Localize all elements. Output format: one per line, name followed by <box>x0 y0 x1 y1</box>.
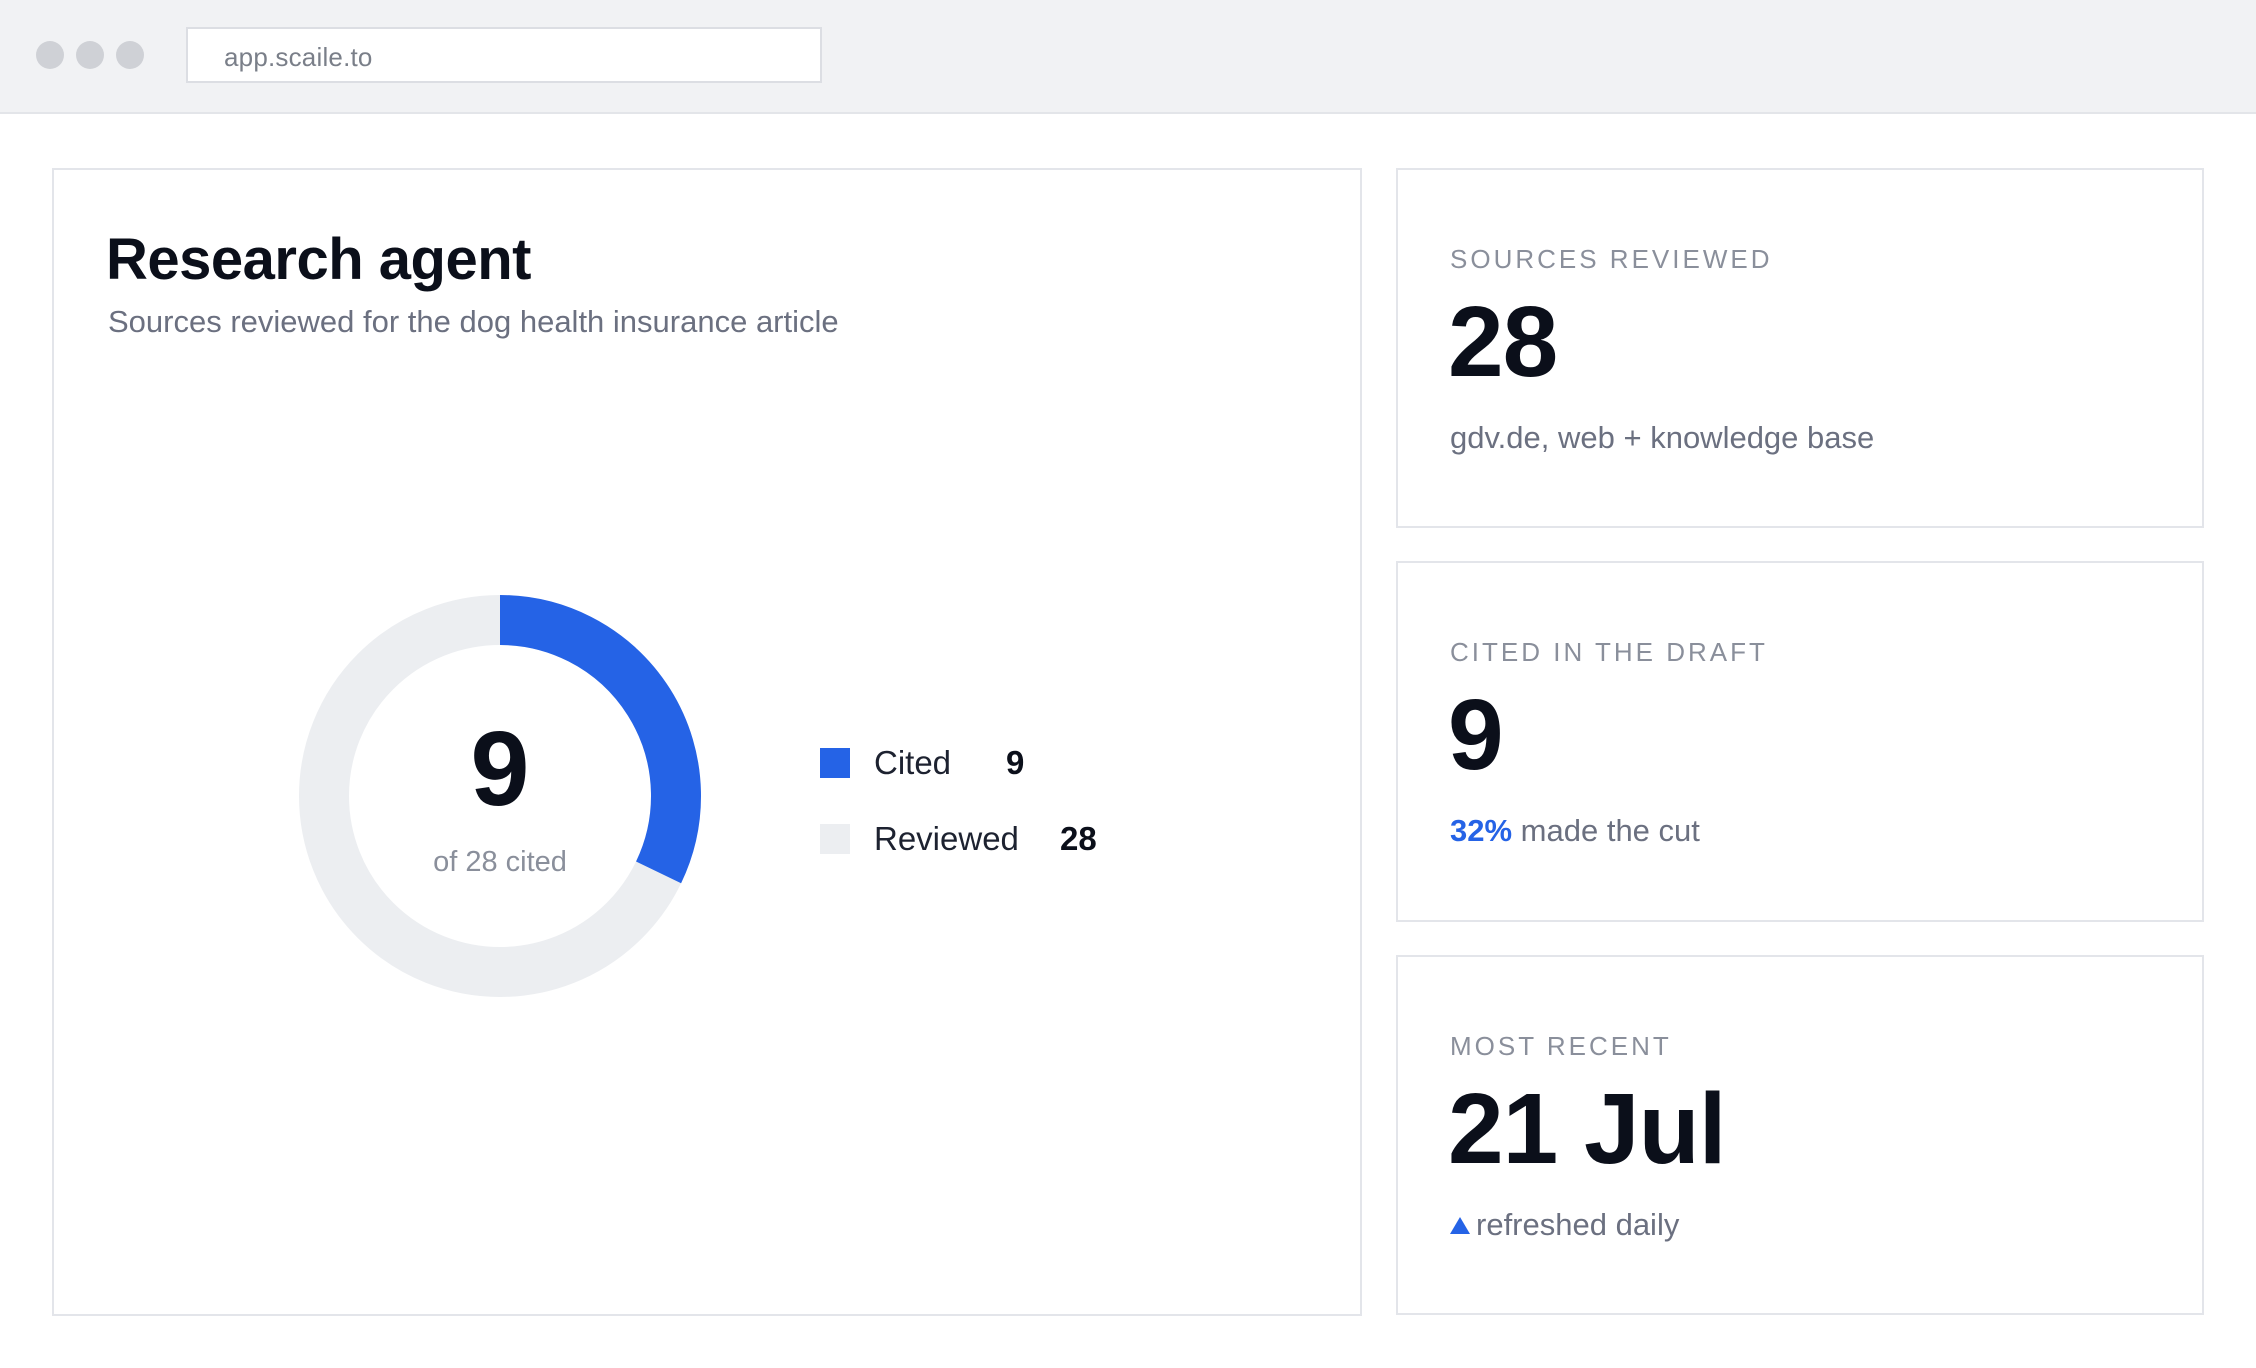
browser-toolbar: app.scaile.to <box>0 0 2256 114</box>
address-bar-url: app.scaile.to <box>224 42 373 72</box>
legend-value-reviewed: 28 <box>1060 820 1097 857</box>
legend-value-cited: 9 <box>1006 744 1025 781</box>
address-bar[interactable]: app.scaile.to <box>186 27 822 83</box>
stat-value: 28 <box>1448 286 1558 398</box>
stat-label: SOURCES REVIEWED <box>1450 244 1773 274</box>
window-maximize-dot[interactable] <box>116 41 144 69</box>
stat-card-cited-in-draft: CITED IN THE DRAFT 9 32% made the cut <box>1396 561 2204 922</box>
page-title: Research agent <box>106 227 531 292</box>
research-agent-card: Research agent Sources reviewed for the … <box>52 168 1362 1316</box>
stat-note: made the cut <box>1520 813 1700 848</box>
donut-center-value: 9 <box>470 710 530 828</box>
legend-swatch-cited <box>820 748 850 778</box>
legend-label-reviewed: Reviewed <box>874 820 1019 857</box>
stat-note: gdv.de, web + knowledge base <box>1450 420 1875 455</box>
stat-label: MOST RECENT <box>1450 1031 1672 1061</box>
legend-label-cited: Cited <box>874 744 952 781</box>
donut-cited-arc <box>499 595 701 884</box>
stat-value: 21 Jul <box>1448 1073 1726 1185</box>
stat-note-row: 32% made the cut <box>1450 813 1700 849</box>
window-minimize-dot[interactable] <box>76 41 104 69</box>
stat-note-row: refreshed daily <box>1450 1207 1679 1243</box>
window-close-dot[interactable] <box>36 41 64 69</box>
stat-label: CITED IN THE DRAFT <box>1450 637 1768 667</box>
stat-value: 9 <box>1448 679 1504 791</box>
stat-card-most-recent: MOST RECENT 21 Jul refreshed daily <box>1396 955 2204 1315</box>
triangle-up-icon <box>1450 1217 1470 1234</box>
stat-percentage: 32% <box>1450 813 1513 848</box>
page-subtitle: Sources reviewed for the dog health insu… <box>108 304 839 339</box>
stat-card-sources-reviewed: SOURCES REVIEWED 28 gdv.de, web + knowle… <box>1396 168 2204 528</box>
legend-swatch-reviewed <box>820 824 850 854</box>
donut-center-label: of 28 cited <box>433 846 567 878</box>
stat-note: refreshed daily <box>1476 1207 1680 1242</box>
donut-chart <box>299 595 701 997</box>
